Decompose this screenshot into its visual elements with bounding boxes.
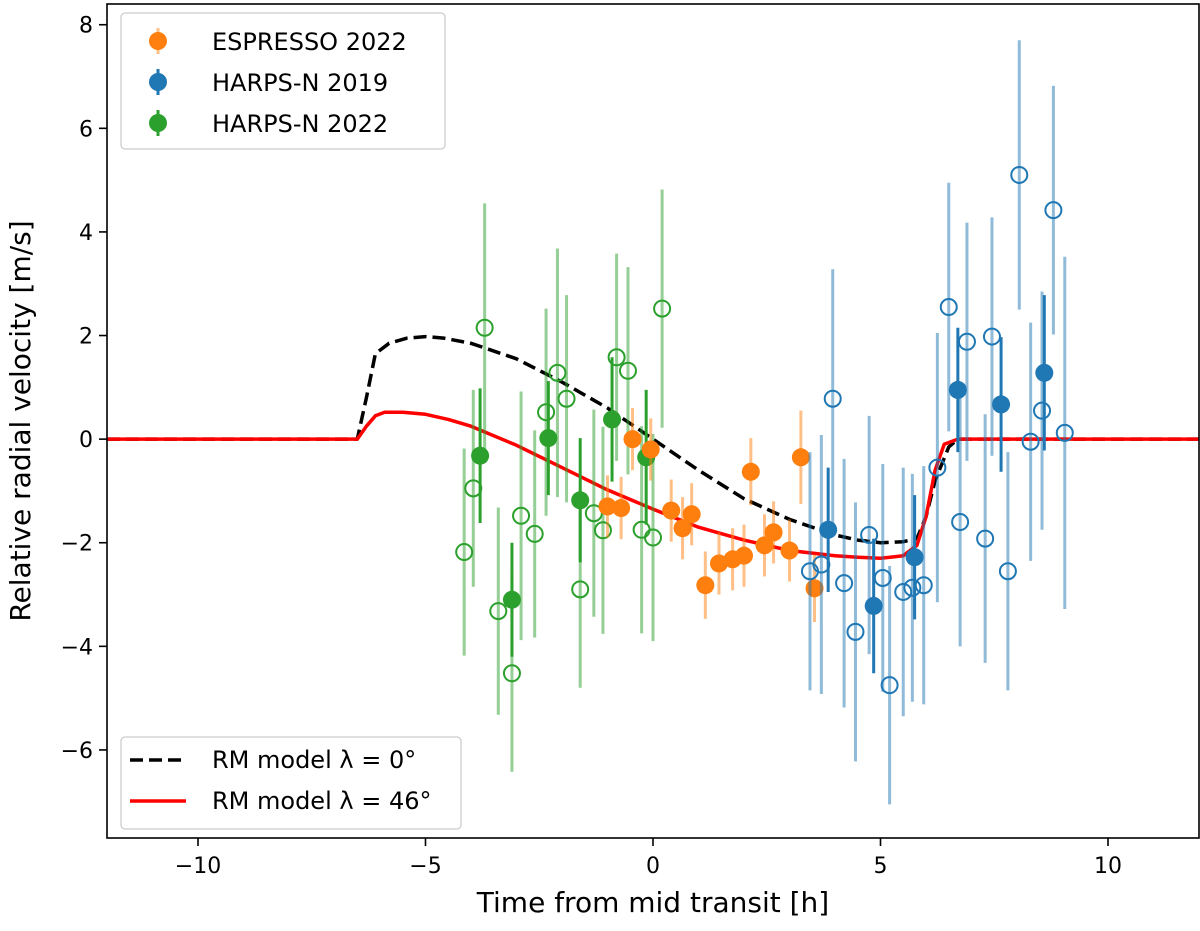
harps-n-2022-individual-point bbox=[607, 348, 626, 367]
harps-n-2019-individual-point bbox=[982, 327, 1001, 346]
y-axis-label: Relative radial velocity [m/s] bbox=[4, 220, 37, 621]
harps-n-2019-individual-point bbox=[1055, 423, 1074, 442]
y-tick-label: 4 bbox=[79, 221, 93, 246]
legend-entry-harpsn-2022: HARPS-N 2022 bbox=[149, 110, 388, 138]
harps-n-2022-binned-point bbox=[471, 446, 490, 465]
y-tick-label: −4 bbox=[61, 635, 93, 660]
x-tick-label: 5 bbox=[874, 854, 888, 879]
legend-entry-harpsn-2019: HARPS-N 2019 bbox=[149, 69, 388, 97]
harps-n-2019-binned-point bbox=[948, 380, 967, 399]
x-tick-label: 10 bbox=[1094, 854, 1122, 879]
harps-n-2019-individual-point bbox=[860, 525, 879, 544]
harps-n-2019-individual-point bbox=[951, 513, 970, 532]
espresso-2022-point bbox=[741, 462, 760, 481]
harps-n-2019-individual-point bbox=[928, 458, 947, 477]
espresso-2022-point bbox=[735, 546, 753, 565]
legend-markers-frame bbox=[120, 12, 446, 150]
harps-n-2019-individual-point bbox=[998, 562, 1017, 581]
legend-marker-harpsn-2019 bbox=[149, 73, 167, 91]
harps-n-2019-individual-point bbox=[976, 529, 995, 548]
harps-n-2022-individual-point bbox=[644, 528, 662, 547]
legend-label-model-lambda-0: RM model λ = 0° bbox=[212, 746, 416, 774]
harps-n-2022-individual-point bbox=[502, 664, 521, 683]
y-tick-label: 0 bbox=[79, 428, 93, 453]
harps-n-2019-individual-point bbox=[939, 298, 958, 317]
espresso-2022-point bbox=[641, 440, 660, 459]
y-tick-label: 8 bbox=[79, 14, 93, 39]
legend-label-espresso: ESPRESSO 2022 bbox=[212, 28, 407, 56]
harps-n-2019-individual-point bbox=[846, 622, 865, 641]
espresso-2022-point bbox=[612, 499, 631, 518]
espresso-2022-point bbox=[764, 523, 783, 542]
espresso-2022-point bbox=[791, 448, 810, 467]
espresso-2022-point bbox=[598, 497, 617, 516]
legend-label-model-lambda-46: RM model λ = 46° bbox=[212, 787, 431, 815]
y-tick-label: −6 bbox=[61, 739, 93, 764]
espresso-2022-point bbox=[755, 536, 774, 555]
harps-n-2022-individual-point bbox=[489, 602, 508, 621]
x-tick-label: −10 bbox=[175, 854, 221, 879]
harps-n-2022-individual-point bbox=[475, 318, 494, 337]
x-tick-label: −5 bbox=[409, 854, 441, 879]
y-axis-ticks: −6 −4 −2 0 2 4 6 8 bbox=[61, 14, 107, 764]
harps-n-2022-individual-point bbox=[593, 521, 612, 540]
harps-n-2022-individual-point bbox=[571, 580, 590, 599]
legend-entry-model-lambda-46: RM model λ = 46° bbox=[130, 787, 431, 815]
x-tick-label: 0 bbox=[646, 854, 660, 879]
harps-n-2019-individual-point bbox=[903, 578, 922, 597]
harps-n-2022-individual-point bbox=[557, 389, 576, 408]
harps-n-2019-individual-point bbox=[823, 389, 842, 408]
legend-lines-frame bbox=[120, 736, 462, 830]
harps-n-2019-binned-point bbox=[992, 395, 1011, 414]
espresso-2022-point bbox=[696, 576, 715, 595]
harps-n-2022-binned-point bbox=[571, 491, 590, 510]
harps-n-2019-individual-point bbox=[835, 574, 854, 593]
legend-lines: RM model λ = 0° RM model λ = 46° bbox=[120, 736, 462, 830]
espresso-2022-point bbox=[662, 501, 681, 520]
y-tick-label: 2 bbox=[79, 325, 93, 350]
y-tick-label: 6 bbox=[79, 117, 93, 142]
harps-n-2022-binned-point bbox=[603, 410, 622, 429]
x-axis-label: Time from mid transit [h] bbox=[476, 886, 829, 919]
harps-n-2019-binned-point bbox=[864, 596, 883, 615]
espresso-2022-point bbox=[623, 430, 642, 449]
harps-n-2019-individual-point bbox=[1021, 432, 1040, 451]
harps-n-2022-individual-point bbox=[537, 403, 556, 422]
harps-n-2022-binned-point bbox=[539, 429, 558, 448]
harps-n-2019-binned-point bbox=[1035, 363, 1054, 382]
harps-n-2019-binned-point bbox=[905, 548, 924, 567]
harps-n-2022-individual-point bbox=[525, 524, 544, 543]
harps-n-2019-individual-point bbox=[1010, 165, 1029, 184]
legend-entry-espresso-2022: ESPRESSO 2022 bbox=[149, 28, 407, 56]
harps-n-2019-individual-point bbox=[1044, 201, 1063, 220]
legend-entry-model-lambda-0: RM model λ = 0° bbox=[130, 746, 416, 774]
harps-n-2022-individual-point bbox=[618, 361, 637, 380]
harps-n-2019-individual-point bbox=[880, 676, 899, 695]
x-axis-ticks: −10 −5 0 5 10 bbox=[175, 838, 1122, 879]
harps-n-2019-individual-point bbox=[1033, 401, 1052, 420]
espresso-2022-point bbox=[709, 554, 728, 573]
espresso-2022-point bbox=[780, 541, 799, 560]
data-points bbox=[455, 40, 1074, 805]
plot-layer bbox=[107, 40, 1199, 805]
legend-marker-espresso bbox=[149, 32, 167, 50]
y-tick-label: −2 bbox=[61, 532, 93, 557]
harps-n-2022-binned-point bbox=[502, 590, 521, 609]
legend-markers: ESPRESSO 2022 HARPS-N 2019 HARPS-N 2022 bbox=[120, 12, 446, 150]
espresso-2022-point bbox=[673, 519, 692, 538]
legend-label-harpsn-2019: HARPS-N 2019 bbox=[212, 69, 388, 97]
harps-n-2022-individual-point bbox=[653, 299, 672, 318]
espresso-2022-point bbox=[682, 505, 701, 524]
legend-label-harpsn-2022: HARPS-N 2022 bbox=[212, 110, 388, 138]
harps-n-2019-binned-point bbox=[819, 520, 838, 539]
legend-marker-harpsn-2022 bbox=[149, 114, 167, 132]
harps-n-2022-individual-point bbox=[512, 506, 531, 525]
